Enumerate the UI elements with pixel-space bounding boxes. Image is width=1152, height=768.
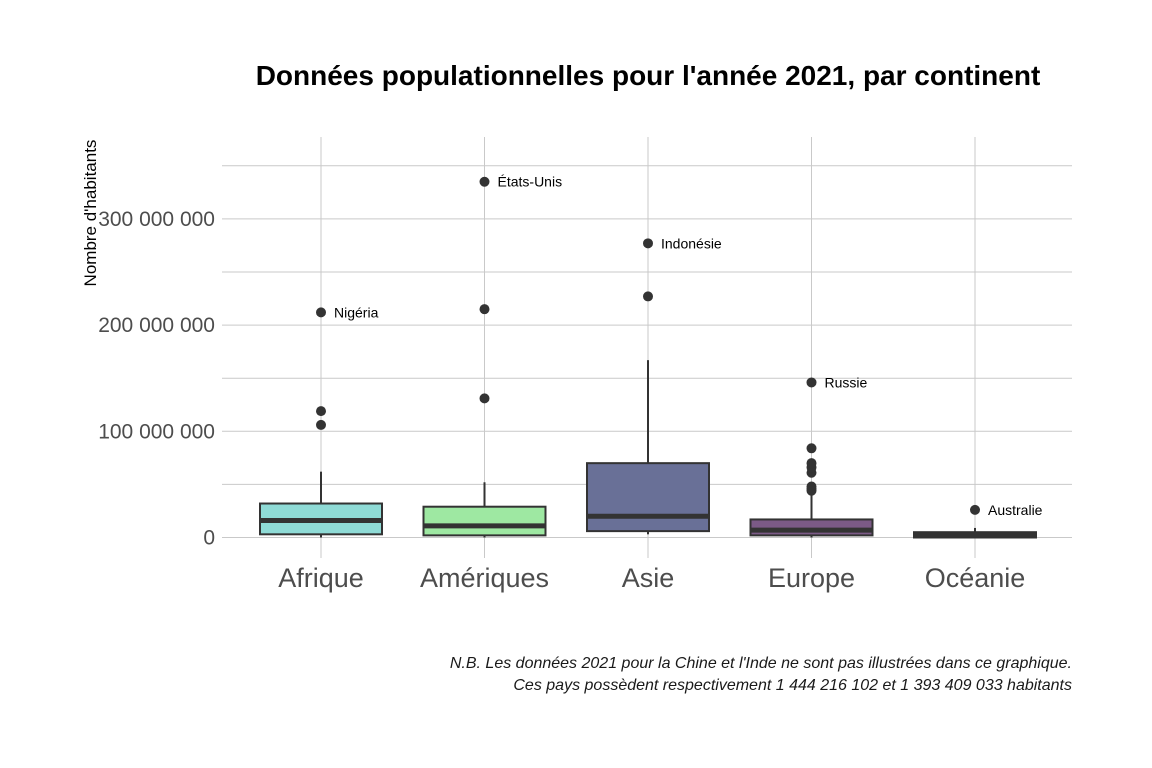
- outlier-point: [316, 406, 326, 417]
- outlier-label: Russie: [825, 374, 868, 390]
- outlier-point: [806, 443, 817, 454]
- caption-line-1: N.B. Les données 2021 pour la Chine et l…: [450, 655, 1072, 672]
- outlier-annotations: Nigéria États-Unis Indonésie Russie Australi…: [334, 174, 1043, 518]
- x-tick-label: Asie: [622, 563, 675, 593]
- outlier-point: [806, 458, 817, 469]
- x-tick-label: Europe: [768, 563, 855, 593]
- outlier-label: Nigéria: [334, 304, 379, 320]
- box-amériques: [422, 505, 547, 537]
- box-series: [259, 360, 1037, 539]
- x-tick-labels: Afrique Amériques Asie Europe Océanie: [278, 563, 1025, 593]
- y-tick-label: 200 000 000: [98, 314, 215, 337]
- outlier-point: [316, 419, 326, 430]
- outlier-point: [479, 393, 490, 404]
- grid-lines: [222, 137, 1072, 558]
- caption-line-2: Ces pays possèdent respectivement 1 444 …: [513, 677, 1072, 694]
- x-tick-label: Amériques: [420, 563, 549, 593]
- outlier-points: [316, 176, 980, 515]
- y-tick-label: 100 000 000: [98, 420, 215, 443]
- y-tick-labels: 0 100 000 000 200 000 000 300 000 000: [98, 208, 215, 550]
- box-asie: [586, 462, 710, 533]
- outlier-label: États-Unis: [498, 174, 563, 190]
- chart-title: Données populationnelles pour l'année 20…: [256, 60, 1041, 91]
- y-tick-label: 300 000 000: [98, 208, 215, 231]
- y-tick-label: 0: [203, 527, 215, 550]
- outlier-point: [806, 481, 817, 492]
- outlier-point: [970, 504, 980, 515]
- outlier-point: [316, 307, 326, 318]
- outlier-label: Indonésie: [661, 235, 722, 251]
- x-tick-label: Océanie: [925, 563, 1026, 593]
- outlier-label: Australie: [988, 502, 1043, 518]
- outlier-point: [643, 291, 653, 302]
- y-axis-label: Nombre d'habitants: [81, 140, 100, 287]
- outlier-point: [479, 304, 490, 315]
- x-tick-label: Afrique: [278, 563, 364, 593]
- outlier-point: [806, 377, 817, 388]
- outlier-point: [643, 238, 653, 249]
- outlier-point: [479, 176, 490, 187]
- box-europe: [749, 518, 874, 537]
